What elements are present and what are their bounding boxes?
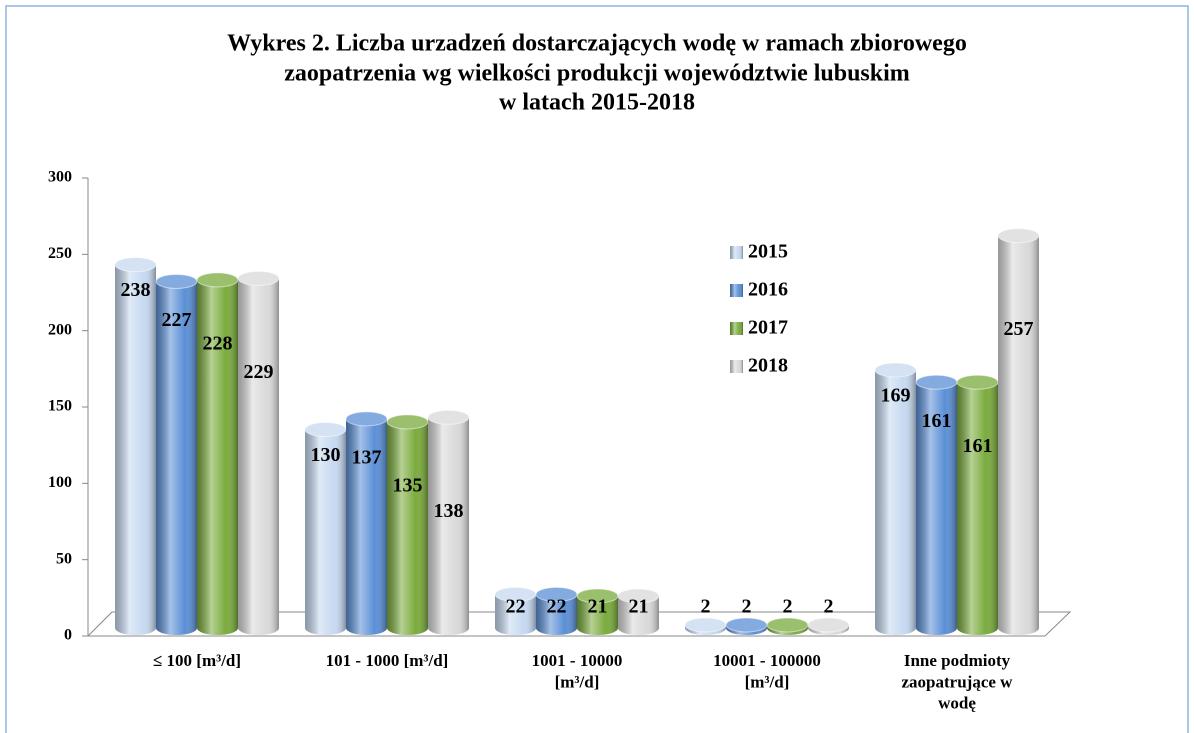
value-label: 2 [742,596,752,618]
value-label: 22 [506,596,526,618]
value-label: 135 [393,474,423,496]
y-tick-label: 250 [48,245,72,262]
value-label: 21 [588,596,608,618]
cylinder-top-light [875,362,916,377]
cylinder-top [874,362,917,378]
value-label: 2 [824,596,834,618]
cylinder-top-light [536,587,577,602]
bar-shade [387,421,428,628]
bar-shade [156,281,197,628]
value-label: 130 [311,444,341,466]
legend-label: 2015 [748,241,788,263]
value-label: 257 [1004,318,1034,340]
y-tick-label: 200 [48,321,72,338]
legend-label: 2016 [748,279,788,301]
bar-shade [998,235,1039,628]
cylinder-top-light [577,588,618,603]
cylinder-top [345,411,388,427]
y-tick-label: 300 [48,169,72,186]
value-label: 22 [547,596,567,618]
x-tick-label: 10001 - 100000 [m³/d] [713,651,821,691]
value-label: 2 [783,596,793,618]
cylinder-top-light [238,271,279,286]
chart-title: w latach 2015-2018 [499,90,695,116]
bar-shade [916,382,957,628]
value-label: 138 [434,500,464,522]
cylinder-top [997,228,1040,244]
cylinder-top-light [305,422,346,437]
bar-shade [957,382,998,628]
chart-title: zaopatrzenia wg wielkości produkcji woje… [284,61,910,87]
cylinder-top-light [115,257,156,272]
cylinder-top-light [808,617,849,632]
cylinder-top-light [387,414,428,429]
value-label: 137 [352,446,382,468]
value-label: 227 [162,309,192,331]
bar-shade [197,279,238,628]
bar-shade [115,264,156,628]
bar-shade [238,278,279,628]
value-label: 21 [629,596,649,618]
cylinder-top-light [726,617,767,632]
value-label: 238 [121,279,151,301]
x-tick-label: 101 - 1000 [m³/d] [326,651,449,670]
cylinder-top [807,617,850,633]
cylinder-top [237,270,280,286]
cylinder-top-light [495,587,536,602]
cylinder-top-light [916,375,957,390]
bar-shade [346,418,387,628]
y-tick-label: 150 [48,398,72,415]
y-tick-label: 0 [64,627,72,644]
legend-swatch-shade [730,360,743,373]
value-label: 2 [701,596,711,618]
cylinder-top [114,257,157,273]
bar-shade [305,429,346,628]
cylinder-top-light [618,588,659,603]
legend-swatch-shade [730,246,743,259]
x-tick-label: 1001 - 10000 [m³/d] [532,651,623,691]
legend-swatch-shade [730,284,743,297]
legend-label: 2018 [748,355,788,377]
cylinder-top [617,588,660,604]
cylinder-top-light [197,272,238,287]
legend-label: 2017 [748,317,788,339]
cylinder-top-light [998,228,1039,243]
cylinder-top-light [767,617,808,632]
cylinder-top [427,409,470,425]
cylinder-top-light [957,375,998,390]
value-label: 229 [244,361,274,383]
cylinder-top-light [156,274,197,289]
value-label: 161 [922,410,952,432]
y-tick-label: 50 [56,550,72,567]
value-label: 161 [963,435,993,457]
value-label: 169 [881,385,911,407]
cylinder-top-light [685,617,726,632]
x-tick-label: Inne podmioty zaopatrujące w wodę [902,651,1014,713]
bar-shade [875,369,916,628]
x-tick-label: ≤ 100 [m³/d] [153,651,241,670]
chart-title: Wykres 2. Liczba urzadzeń dostarczającyc… [227,31,967,57]
value-label: 228 [203,333,233,355]
legend-swatch-shade [730,322,743,335]
cylinder-top-light [346,411,387,426]
y-tick-label: 100 [48,474,72,491]
bar-shade [428,417,469,628]
cylinder-top-light [428,410,469,425]
